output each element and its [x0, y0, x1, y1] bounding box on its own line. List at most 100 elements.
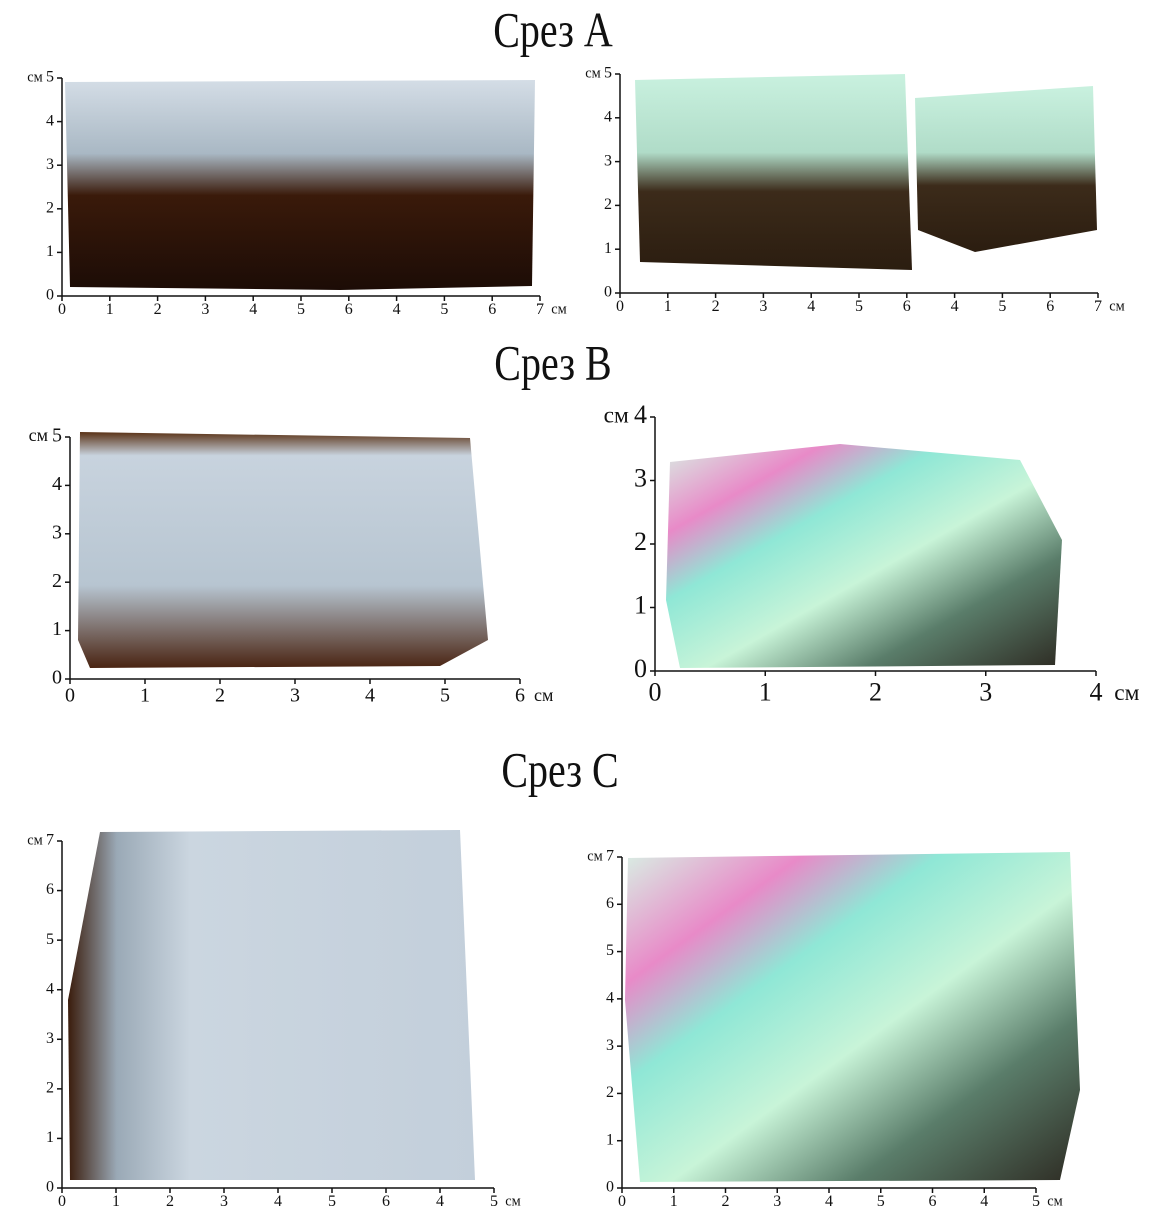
x-tick-label: 6 [1046, 298, 1054, 315]
y-tick-label: 3 [46, 1030, 54, 1047]
y-tick-label: 2 [606, 1084, 614, 1101]
x-tick-label: 5 [998, 298, 1006, 315]
y-tick-label: 5 [52, 425, 62, 447]
y-tick-label: 5 [46, 931, 54, 948]
x-tick-label: 2 [722, 1193, 730, 1210]
x-tick-label: 6 [515, 685, 525, 707]
x-tick-label: 0 [618, 1193, 626, 1210]
x-tick-label: 3 [220, 1193, 228, 1210]
x-tick-label: 2 [166, 1193, 174, 1210]
x-tick-label: 5 [440, 685, 450, 707]
y-tick-label: 6 [46, 881, 54, 898]
y-tick-label: 6 [606, 895, 614, 912]
x-tick-label: 2 [712, 298, 720, 315]
sample-photo [78, 432, 488, 668]
sample-photo [68, 830, 475, 1180]
y-tick-label: 4 [52, 473, 62, 495]
y-tick-label: 4 [46, 980, 54, 997]
x-tick-label: 5 [1032, 1193, 1040, 1210]
x-tick-label: 4 [274, 1193, 282, 1210]
sample-photo [625, 852, 1080, 1182]
y-tick-label: 1 [46, 243, 54, 260]
y-unit: см [27, 69, 43, 85]
y-tick-label: 0 [46, 1179, 54, 1196]
x-tick-label: 1 [140, 685, 150, 707]
sample-photo [915, 86, 1097, 252]
x-tick-label: 0 [58, 1193, 66, 1210]
y-tick-label: 5 [604, 65, 612, 82]
y-tick-label: 4 [606, 990, 614, 1007]
y-tick-label: 1 [52, 618, 62, 640]
y-tick-label: 3 [52, 521, 62, 543]
y-tick-label: 2 [52, 570, 62, 592]
x-tick-label: 6 [488, 301, 496, 318]
figure: Срез A01234564567012345смсм0123456456701… [0, 0, 1153, 1218]
y-tick-label: 0 [52, 667, 62, 689]
x-tick-label: 1 [106, 301, 114, 318]
x-tick-label: 4 [980, 1193, 988, 1210]
x-tick-label: 4 [249, 301, 257, 318]
x-tick-label: 4 [951, 298, 959, 315]
x-tick-label: 5 [440, 301, 448, 318]
x-tick-label: 5 [877, 1193, 885, 1210]
x-tick-label: 7 [1094, 298, 1102, 315]
y-tick-label: 3 [606, 1037, 614, 1054]
x-tick-label: 5 [855, 298, 863, 315]
y-tick-label: 1 [46, 1129, 54, 1146]
x-tick-label: 0 [65, 685, 75, 707]
x-tick-label: 3 [290, 685, 300, 707]
x-tick-label: 5 [490, 1193, 498, 1210]
x-tick-label: 4 [807, 298, 815, 315]
x-unit: см [1114, 680, 1139, 706]
x-tick-label: 0 [616, 298, 624, 315]
y-tick-label: 2 [46, 199, 54, 216]
x-tick-label: 1 [112, 1193, 120, 1210]
sample-photo [65, 80, 535, 290]
sample-photo [635, 74, 912, 270]
y-tick-label: 4 [604, 108, 612, 125]
section-title: Срез B [494, 335, 611, 390]
y-tick-label: 4 [46, 112, 54, 129]
y-unit: см [587, 848, 603, 864]
y-tick-label: 2 [634, 527, 647, 556]
x-tick-label: 6 [903, 298, 911, 315]
section-title: Срез C [501, 742, 618, 797]
x-tick-label: 4 [825, 1193, 833, 1210]
x-unit: см [1109, 299, 1125, 315]
x-tick-label: 3 [759, 298, 767, 315]
x-tick-label: 3 [201, 301, 209, 318]
y-tick-label: 0 [604, 284, 612, 301]
x-tick-label: 4 [393, 301, 401, 318]
x-tick-label: 4 [436, 1193, 444, 1210]
y-tick-label: 5 [46, 69, 54, 86]
y-unit: см [29, 425, 48, 445]
y-tick-label: 1 [606, 1131, 614, 1148]
y-tick-label: 7 [606, 848, 614, 865]
y-tick-label: 3 [604, 152, 612, 169]
y-tick-label: 4 [634, 400, 647, 429]
x-tick-label: 1 [670, 1193, 678, 1210]
sample-photo [666, 444, 1062, 668]
x-tick-label: 2 [215, 685, 225, 707]
x-tick-label: 4 [365, 685, 375, 707]
x-tick-label: 4 [1090, 677, 1103, 706]
x-tick-label: 3 [773, 1193, 781, 1210]
y-tick-label: 1 [634, 590, 647, 619]
x-tick-label: 6 [929, 1193, 937, 1210]
y-unit: см [585, 65, 601, 81]
x-tick-label: 2 [869, 677, 882, 706]
x-tick-label: 6 [382, 1193, 390, 1210]
x-unit: см [1047, 1194, 1063, 1210]
x-unit: см [505, 1194, 521, 1210]
y-tick-label: 3 [46, 156, 54, 173]
y-tick-label: 1 [604, 240, 612, 257]
y-tick-label: 0 [46, 287, 54, 304]
x-tick-label: 1 [664, 298, 672, 315]
y-tick-label: 3 [634, 463, 647, 492]
y-unit: см [27, 832, 43, 848]
x-tick-label: 1 [759, 677, 772, 706]
photos [65, 74, 1097, 1182]
x-tick-label: 5 [297, 301, 305, 318]
x-tick-label: 7 [536, 301, 544, 318]
section-title: Срез A [493, 2, 613, 57]
